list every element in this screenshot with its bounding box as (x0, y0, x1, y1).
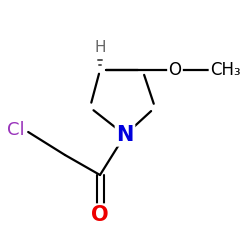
Text: N: N (116, 125, 134, 145)
Text: CH₃: CH₃ (210, 61, 240, 79)
Text: Cl: Cl (8, 121, 25, 139)
Text: H: H (94, 40, 106, 55)
Text: O: O (168, 61, 181, 79)
Text: O: O (91, 205, 109, 225)
